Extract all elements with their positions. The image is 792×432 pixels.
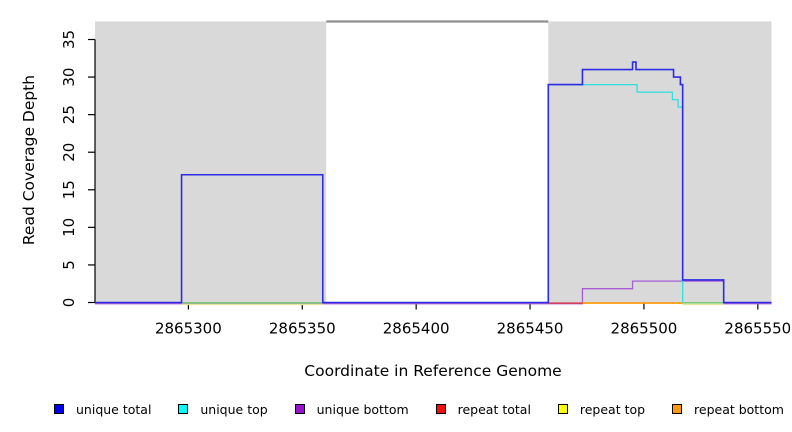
legend-item-repeat-total: repeat total (435, 401, 531, 417)
y-axis-title: Read Coverage Depth (20, 74, 38, 246)
legend-swatch-repeat-total (435, 404, 446, 414)
legend-swatch-unique-top (178, 404, 189, 414)
legend-item-repeat-top: repeat top (557, 401, 646, 417)
legend-label-repeat-bottom: repeat bottom (694, 401, 784, 417)
y-tick-label: 5 (60, 260, 78, 270)
x-tick-label: 2865450 (497, 320, 564, 338)
legend-swatch-unique-total (54, 404, 64, 414)
legend: unique total unique top unique bottom repea… (54, 398, 784, 420)
legend-label-unique-bottom: unique bottom (316, 401, 409, 417)
legend-item-repeat-bottom: repeat bottom (672, 402, 784, 417)
legend-swatch-repeat-bottom (672, 404, 683, 414)
legend-item-unique-bottom: unique bottom (294, 401, 409, 417)
x-tick-label: 2865500 (611, 320, 678, 338)
legend-swatch-repeat-top (557, 404, 568, 414)
x-axis-title: Coordinate in Reference Genome (304, 362, 562, 380)
legend-swatch-unique-bottom (294, 404, 305, 414)
y-tick-label: 30 (60, 68, 78, 87)
x-tick-label: 2865400 (383, 320, 450, 338)
legend-label-unique-total: unique total (76, 401, 152, 417)
y-tick-label: 25 (60, 105, 78, 124)
y-tick-label: 35 (60, 30, 78, 49)
legend-item-unique-total: unique total (54, 402, 151, 417)
y-tick-label: 10 (60, 218, 78, 237)
legend-label-unique-top: unique top (200, 401, 268, 417)
x-tick-label: 2865550 (724, 320, 791, 338)
x-tick-label: 2865350 (269, 320, 336, 338)
y-tick-label: 15 (60, 180, 78, 199)
shaded-region-left-region (95, 21, 327, 303)
legend-item-unique-top: unique top (178, 401, 268, 417)
series-unique-top (547, 83, 684, 303)
shaded-region-right-region (548, 21, 772, 303)
series-unique-total (95, 61, 772, 304)
y-tick-label: 20 (60, 143, 78, 162)
x-tick-label: 2865300 (155, 320, 222, 338)
legend-label-repeat-top: repeat top (579, 401, 646, 417)
y-tick-label: 0 (60, 298, 78, 308)
legend-label-repeat-total: repeat total (457, 401, 531, 417)
